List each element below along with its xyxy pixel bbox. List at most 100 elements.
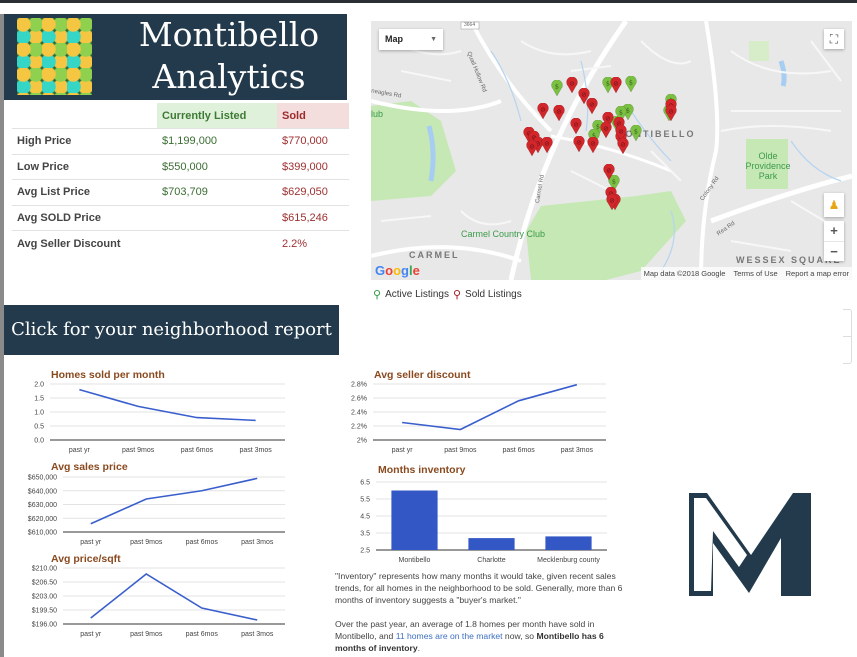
chart-plot: 6.5 5.5 4.5 3.5 2.5 Montibello Charlotte Meckle…: [360, 480, 607, 564]
svg-text:past 3mos: past 3mos: [241, 631, 274, 638]
svg-text:past 6mos: past 6mos: [186, 539, 219, 546]
sold-listing-marker[interactable]: ⊘: [573, 135, 585, 153]
zoom-out-button[interactable]: −: [824, 241, 844, 261]
row-label: Avg SOLD Price: [12, 205, 157, 231]
chart-plot: $650,000 $640,000 $630,000 $620,000 $610,000…: [28, 475, 285, 546]
terms-link[interactable]: Terms of Use: [733, 269, 778, 278]
sold-listing-marker[interactable]: ⊘: [526, 139, 538, 157]
sold-listing-marker[interactable]: ⊘: [586, 97, 598, 115]
active-listing-marker[interactable]: $: [630, 124, 642, 142]
svg-text:past 3mos: past 3mos: [561, 447, 594, 454]
svg-text:$: $: [555, 83, 559, 91]
table-row: Avg Seller Discount 2.2%: [12, 231, 349, 257]
svg-text:$: $: [612, 178, 616, 186]
note-text: now, so: [502, 631, 537, 641]
note-text: .: [417, 643, 420, 653]
sold-listing-marker[interactable]: ⊘: [610, 76, 622, 94]
svg-text:0.0: 0.0: [34, 438, 44, 445]
svg-text:2.2%: 2.2%: [351, 424, 367, 431]
chart-plot: $210.00 $206.50 $203.00 $199.50 $196.00 past …: [32, 566, 285, 638]
route-shield: 3664: [464, 22, 476, 28]
svg-text:⊘: ⊘: [556, 108, 561, 116]
svg-text:$: $: [626, 107, 630, 115]
listings-map[interactable]: 3664 Quail Hollow Rd neagles Rd Carmel R…: [371, 21, 852, 280]
listed-value: $703,709: [157, 179, 277, 206]
zoom-in-button[interactable]: +: [830, 223, 838, 238]
sold-listing-marker[interactable]: ⊘: [602, 111, 614, 129]
report-error-link[interactable]: Report a map error: [785, 269, 849, 278]
club-left-label: lub: [371, 109, 384, 119]
svg-text:past 3mos: past 3mos: [241, 539, 274, 546]
active-listing-marker[interactable]: $: [608, 174, 620, 192]
chart-title: Avg sales price: [51, 461, 128, 473]
svg-text:past yr: past yr: [69, 447, 91, 454]
svg-text:⊘: ⊘: [609, 197, 614, 205]
active-listing-marker[interactable]: $: [615, 105, 627, 123]
svg-text:⊘: ⊘: [616, 120, 621, 128]
sold-listing-marker[interactable]: ⊘: [613, 116, 625, 134]
svg-text:$206.50: $206.50: [32, 580, 57, 587]
sold-value: $399,000: [277, 154, 349, 180]
stats-header-row: Currently Listed Sold: [12, 103, 349, 129]
sold-listing-marker[interactable]: ⊘: [606, 193, 618, 211]
svg-text:Charlotte: Charlotte: [477, 557, 506, 564]
chart-homes-sold: Homes sold per month 2.0 1.5 1.0 0.5 0.0 past…: [10, 368, 300, 458]
sold-listing-marker[interactable]: ⊘: [566, 76, 578, 94]
svg-text:6.5: 6.5: [360, 480, 370, 487]
sold-listing-marker[interactable]: ⊘: [537, 102, 549, 120]
sold-listing-marker[interactable]: ⊘: [617, 137, 629, 155]
sold-listing-marker[interactable]: ⊘: [665, 104, 677, 122]
map-base: [371, 21, 852, 280]
header-sold: Sold: [277, 103, 349, 129]
sold-listing-marker[interactable]: ⊘: [600, 121, 612, 139]
sold-listing-marker[interactable]: ⊘: [570, 117, 582, 135]
active-listing-marker[interactable]: $: [551, 79, 563, 97]
fullscreen-icon[interactable]: ⛶: [824, 29, 844, 49]
svg-text:$630,000: $630,000: [28, 502, 57, 509]
svg-text:$: $: [619, 109, 623, 117]
sold-listing-marker[interactable]: ⊘: [541, 136, 553, 154]
svg-text:$210.00: $210.00: [32, 566, 57, 573]
svg-text:past 3mos: past 3mos: [239, 447, 272, 454]
sold-listing-marker[interactable]: ⊘: [587, 136, 599, 154]
row-label: High Price: [12, 128, 157, 155]
sold-listing-marker[interactable]: ⊘: [603, 163, 615, 181]
area-wessex: WESSEX SQUARE: [736, 255, 842, 265]
svg-text:⊘: ⊘: [620, 141, 625, 149]
svg-text:⊘: ⊘: [608, 190, 613, 198]
sold-listing-marker[interactable]: ⊘: [615, 124, 627, 142]
svg-text:past 6mos: past 6mos: [186, 631, 219, 638]
zoom-control: + −: [824, 221, 844, 261]
svg-text:past 9mos: past 9mos: [444, 447, 477, 454]
active-pin-icon: ⚲: [373, 289, 382, 301]
svg-text:⊘: ⊘: [529, 143, 534, 151]
svg-text:⊘: ⊘: [613, 80, 618, 88]
chart-months-inventory: Months inventory 6.5 5.5 4.5 3.5 2.5 Montibel…: [340, 462, 630, 564]
svg-text:past 9mos: past 9mos: [130, 539, 163, 546]
top-border: [0, 0, 857, 3]
svg-text:3.5: 3.5: [360, 531, 370, 538]
google-logo[interactable]: Google: [375, 263, 420, 278]
pegman-icon[interactable]: ♟: [824, 193, 844, 217]
sold-listing-marker[interactable]: ⊘: [578, 87, 590, 105]
svg-text:$: $: [596, 123, 600, 131]
note-paragraph-1: "Inventory" represents how many months i…: [335, 571, 623, 605]
svg-text:$620,000: $620,000: [28, 516, 57, 523]
park-label: Olde Providence Park: [745, 151, 791, 181]
inventory-note: "Inventory" represents how many months i…: [335, 570, 635, 654]
active-listing-marker[interactable]: $: [625, 75, 637, 93]
title-line-2: Analytics: [152, 57, 306, 96]
houses-pattern-icon: [17, 18, 92, 95]
sold-listing-marker[interactable]: ⊘: [553, 104, 565, 122]
svg-text:⊘: ⊘: [668, 108, 673, 116]
map-type-select[interactable]: Map ▼: [379, 29, 443, 50]
header-banner: Montibello Analytics: [4, 14, 347, 100]
chart-plot: 2.8% 2.6% 2.4% 2.2% 2% past yr past 9mos past 6…: [351, 382, 606, 454]
svg-text:1.5: 1.5: [34, 396, 44, 403]
neighborhood-report-button[interactable]: Click for your neighborhood report: [4, 305, 339, 355]
chart-title: Avg seller discount: [374, 369, 471, 381]
table-row: High Price $1,199,000 $770,000: [12, 128, 349, 155]
homes-on-market-link[interactable]: 11 homes are on the market: [395, 631, 503, 641]
row-label: Low Price: [12, 154, 157, 180]
chart-title: Months inventory: [378, 464, 466, 476]
